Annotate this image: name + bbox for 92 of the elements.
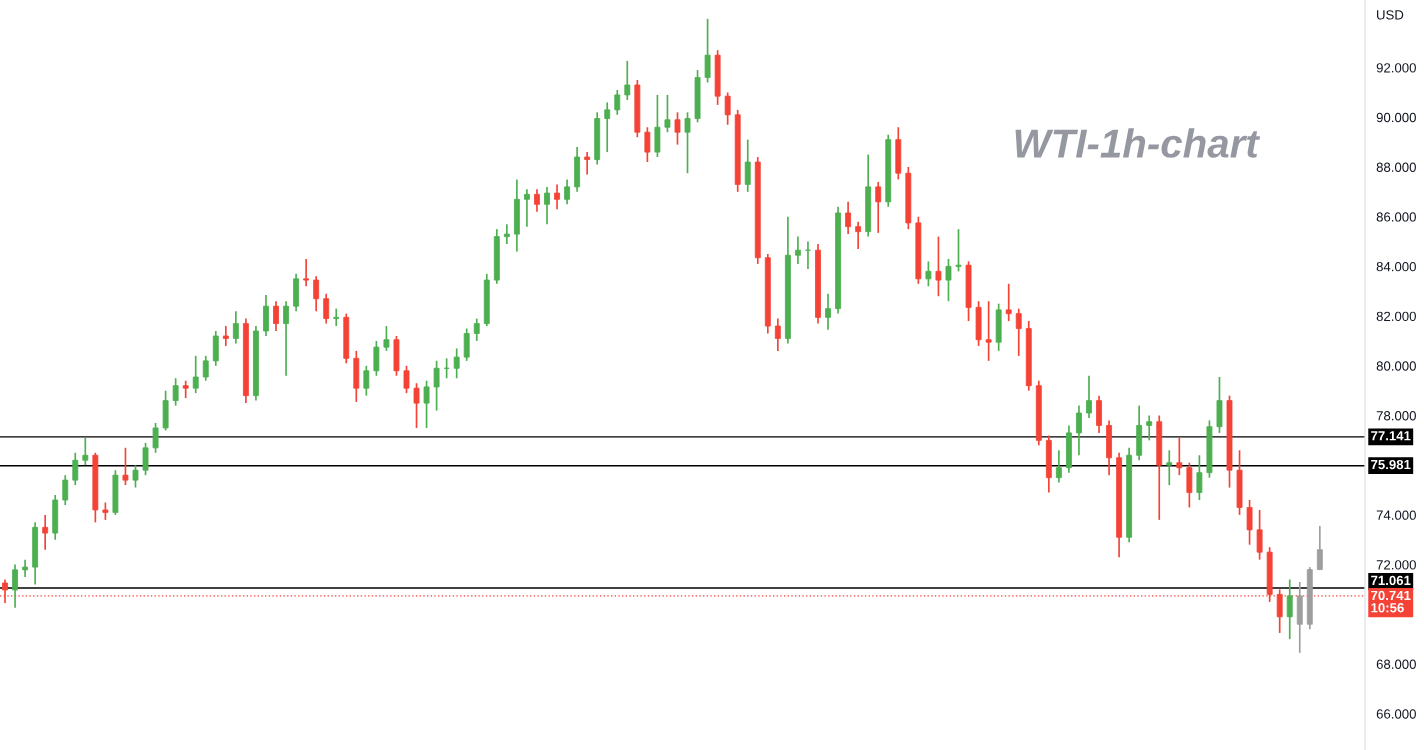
text: WTI-1h-chart	[1015, 128, 1261, 158]
candlestick	[413, 382, 420, 429]
y-tick-label: 66.000	[1376, 709, 1416, 719]
y-tick-label: 90.000	[1376, 112, 1416, 123]
candlestick	[72, 451, 79, 486]
candlestick	[845, 200, 852, 235]
y-tick-label: 80.000	[1376, 361, 1416, 371]
y-tick-label: 92.000	[1376, 63, 1416, 73]
candlestick	[945, 258, 952, 303]
candlestick	[1015, 307, 1022, 357]
ref-line-label: 70.741 10:56	[1371, 590, 1411, 613]
y-tick-label: 88.000	[1376, 162, 1416, 172]
candlestick	[62, 474, 69, 506]
candlestick	[172, 377, 179, 407]
candlestick	[232, 310, 239, 345]
candlestick	[644, 126, 651, 163]
ref-line-label: 77.141	[1371, 431, 1411, 441]
candlestick	[724, 91, 731, 126]
candlestick	[373, 340, 380, 377]
candlestick	[1196, 454, 1203, 501]
candlestick	[503, 223, 510, 245]
candlestick	[283, 300, 289, 377]
candlestick	[544, 186, 550, 225]
candlestick	[794, 235, 801, 265]
y-tick-label: 68.000	[1376, 659, 1416, 669]
candlestick	[192, 355, 199, 394]
candlestick	[614, 89, 621, 116]
candlestick	[333, 307, 340, 327]
candlestick	[1316, 525, 1323, 571]
candlestick	[1286, 578, 1293, 641]
candlestick	[534, 188, 540, 213]
candlestick	[925, 260, 932, 288]
candlestick	[935, 235, 942, 298]
candlestick	[524, 188, 530, 228]
candlestick	[453, 347, 460, 380]
candlestick	[674, 111, 681, 146]
candlestick	[22, 558, 29, 578]
y-tick-label: 86.000	[1376, 212, 1416, 222]
candlestick	[1086, 374, 1092, 419]
candlestick	[985, 300, 992, 362]
candlestick	[82, 437, 89, 467]
candlestick	[584, 151, 591, 176]
y-axis-title: USD	[1377, 10, 1404, 20]
candlestick	[1176, 437, 1183, 476]
candlestick	[313, 275, 320, 312]
candlestick	[1276, 588, 1283, 634]
candlestick	[383, 325, 390, 352]
candlestick	[1146, 414, 1153, 442]
candlestick	[1055, 449, 1062, 484]
y-tick-label: 72.000	[1376, 560, 1416, 570]
candlestick	[664, 94, 671, 134]
candlestick	[1076, 404, 1082, 457]
candlestick	[1246, 499, 1253, 546]
candlestick	[1256, 509, 1263, 561]
candlestick	[122, 446, 129, 486]
y-tick-label: 78.000	[1376, 411, 1416, 421]
candlestick	[222, 325, 229, 347]
candlestick	[433, 359, 440, 412]
candlestick	[955, 228, 962, 273]
candlestick	[704, 18, 711, 84]
candlestick	[423, 379, 430, 429]
ref-line-label: 75.981	[1371, 459, 1411, 470]
candlestick	[604, 101, 611, 153]
candlestick	[363, 364, 370, 397]
candlestick	[323, 292, 330, 325]
candlestick	[42, 514, 49, 551]
candlestick	[564, 178, 571, 206]
candlestick	[132, 464, 139, 489]
candlestick	[855, 220, 862, 250]
candlestick	[825, 292, 831, 331]
candlestick	[1005, 282, 1012, 322]
y-tick-label: 84.000	[1376, 261, 1416, 272]
candlestick	[1166, 449, 1173, 486]
candlestick	[875, 181, 882, 234]
y-tick-label: 82.000	[1376, 311, 1416, 322]
candlestick	[12, 563, 18, 609]
candlestick	[774, 317, 781, 352]
candlestick	[202, 355, 209, 382]
candlestick	[273, 300, 279, 332]
candlestick	[403, 364, 410, 394]
y-tick-label: 74.000	[1376, 510, 1416, 520]
candlestick	[744, 138, 751, 193]
candlestick	[624, 60, 631, 101]
candlestick	[152, 422, 159, 454]
ref-line-label: 71.061	[1371, 575, 1411, 586]
candlestick	[303, 258, 310, 288]
candlestick	[554, 183, 560, 211]
candlestick	[684, 111, 691, 175]
candlestick	[142, 442, 149, 476]
candlestick	[182, 379, 189, 399]
candlestick	[473, 317, 480, 342]
candlestick	[463, 327, 470, 362]
